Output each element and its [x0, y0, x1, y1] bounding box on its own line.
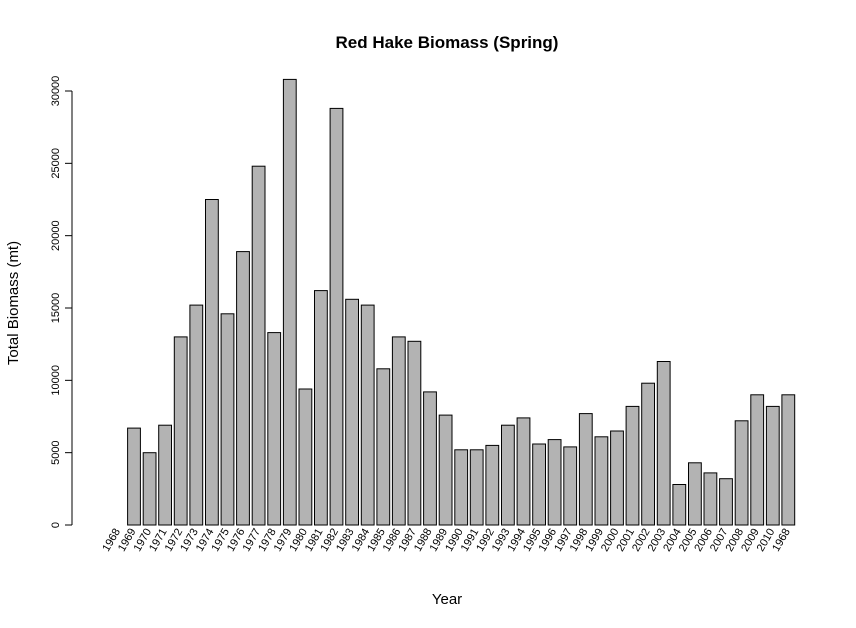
bar-1998-30: [578, 413, 593, 526]
bar-1974-6: [205, 199, 219, 526]
y-tick-label-30000: 30000: [50, 76, 62, 107]
bar-1976-8: [236, 251, 250, 526]
bar-1999-31: [594, 436, 609, 526]
bar-1987-19: [407, 340, 422, 526]
y-axis-label: Total Biomass (mt): [5, 241, 22, 365]
bar-1981-13: [314, 290, 328, 526]
bar-2002-34: [641, 382, 656, 526]
bar-1968-43: [781, 394, 796, 526]
bar-1984-16: [360, 304, 375, 526]
x-axis-label: Year: [432, 591, 462, 608]
bar-2005-37: [688, 462, 702, 526]
bar-1970-2: [142, 452, 157, 526]
bar-1983-15: [345, 298, 360, 526]
bar-1972-4: [173, 336, 188, 526]
chart-title: Red Hake Biomass (Spring): [336, 33, 559, 52]
bar-2000-32: [610, 430, 624, 526]
y-tick-label-10000: 10000: [50, 365, 62, 396]
bar-1991-23: [469, 449, 484, 526]
bar-2001-33: [625, 405, 640, 526]
y-axis: 0 5000 10000 15000 20000 25000 30000: [50, 76, 73, 528]
bar-1979-11: [282, 78, 297, 526]
y-tick-label-0: 0: [50, 522, 62, 528]
bar-1993-25: [501, 424, 515, 526]
bar-1982-14: [329, 107, 344, 526]
bar-1971-3: [158, 424, 172, 526]
bar-1997-29: [563, 446, 578, 526]
bar-1995-27: [532, 443, 547, 526]
bar-1994-26: [516, 417, 531, 526]
bar-1975-7: [220, 313, 235, 526]
bar-1985-17: [376, 368, 391, 526]
bar-1980-12: [298, 388, 313, 526]
bar-1969-1: [127, 427, 141, 526]
bar-1973-5: [189, 304, 204, 526]
bar-1992-24: [485, 444, 500, 526]
bar-2004-36: [672, 484, 687, 526]
bar-1978-10: [267, 332, 282, 526]
bar-2006-38: [703, 472, 718, 526]
y-tick-label-25000: 25000: [50, 148, 62, 179]
bar-2010-42: [765, 405, 780, 526]
bar-2007-39: [719, 478, 733, 526]
bar-1977-9: [251, 165, 266, 526]
bar-2003-35: [656, 361, 671, 526]
bar-1988-20: [423, 391, 437, 526]
bars-group: [127, 78, 796, 526]
bar-2008-40: [734, 420, 749, 526]
y-tick-label-15000: 15000: [50, 293, 62, 324]
bar-1990-22: [454, 449, 469, 526]
bar-2009-41: [750, 394, 765, 526]
bar-1989-21: [438, 414, 453, 526]
bar-1986-18: [391, 336, 406, 526]
y-tick-label-5000: 5000: [50, 440, 62, 464]
bar-1996-28: [547, 439, 562, 526]
y-tick-label-20000: 20000: [50, 220, 62, 251]
x-axis-ticks: 1968196919701971197219731974197519761977…: [100, 527, 793, 554]
